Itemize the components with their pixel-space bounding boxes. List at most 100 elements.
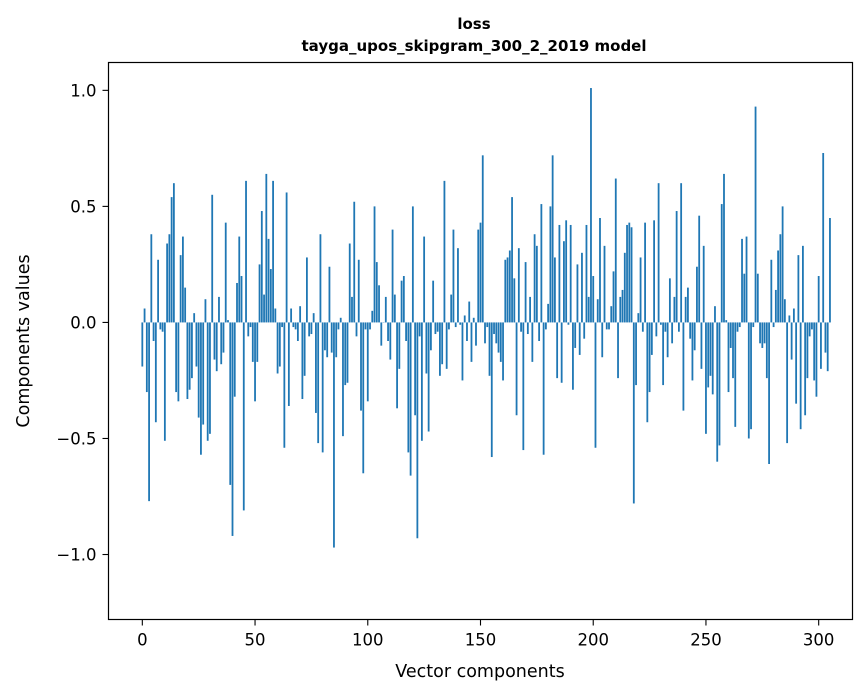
bar bbox=[774, 289, 777, 323]
bar bbox=[154, 322, 157, 423]
bar bbox=[515, 322, 518, 416]
bar bbox=[535, 245, 538, 323]
bar bbox=[188, 322, 191, 390]
bar bbox=[488, 322, 491, 376]
bar bbox=[387, 322, 389, 341]
bar bbox=[299, 306, 302, 323]
bar bbox=[790, 322, 793, 360]
bar bbox=[623, 252, 626, 323]
bar bbox=[179, 255, 182, 323]
y-tick-label: −1.0 bbox=[56, 546, 96, 565]
x-tick-label: 150 bbox=[465, 631, 497, 650]
bar bbox=[709, 322, 712, 376]
bar bbox=[272, 180, 274, 323]
bar bbox=[551, 155, 554, 323]
bar bbox=[619, 296, 622, 323]
bar bbox=[792, 308, 795, 323]
bar bbox=[585, 224, 588, 323]
bar bbox=[477, 229, 480, 323]
bar bbox=[736, 322, 739, 332]
bar bbox=[522, 322, 525, 451]
bar bbox=[678, 322, 680, 332]
bar bbox=[200, 322, 202, 455]
bar bbox=[698, 215, 701, 323]
bar bbox=[312, 313, 315, 323]
bar bbox=[195, 322, 198, 367]
x-tick-label: 0 bbox=[137, 631, 148, 650]
bar bbox=[626, 224, 628, 323]
bar bbox=[416, 322, 419, 539]
bar bbox=[632, 322, 635, 504]
bar bbox=[324, 322, 326, 351]
bar bbox=[520, 322, 522, 332]
bar bbox=[227, 320, 229, 323]
bar bbox=[813, 322, 816, 381]
bar bbox=[258, 264, 261, 323]
bar bbox=[610, 306, 613, 323]
bar bbox=[470, 322, 473, 362]
bar bbox=[396, 322, 398, 409]
bar bbox=[596, 299, 599, 323]
bar bbox=[281, 322, 283, 328]
bar bbox=[752, 322, 755, 328]
y-axis-ticks: −1.0 −0.5 0.0 0.5 1.0 bbox=[56, 81, 109, 565]
bar bbox=[705, 322, 707, 434]
bar bbox=[159, 322, 162, 330]
bar bbox=[411, 206, 414, 323]
bar bbox=[734, 322, 737, 427]
bar bbox=[594, 322, 597, 448]
bar bbox=[628, 222, 631, 323]
bar bbox=[175, 322, 178, 393]
bar bbox=[612, 271, 615, 323]
bar bbox=[680, 183, 683, 323]
bar bbox=[725, 320, 728, 323]
bar bbox=[673, 296, 676, 323]
bar bbox=[786, 322, 789, 444]
bar bbox=[378, 285, 380, 323]
bar bbox=[650, 322, 653, 355]
x-tick-label: 200 bbox=[577, 631, 609, 650]
bar bbox=[391, 229, 394, 323]
bar bbox=[434, 322, 437, 335]
bar bbox=[330, 322, 333, 353]
bar bbox=[245, 180, 247, 323]
bar bbox=[461, 322, 464, 381]
bar bbox=[829, 218, 831, 323]
bar bbox=[583, 322, 586, 339]
bar bbox=[617, 322, 619, 379]
bar bbox=[822, 153, 825, 323]
bar bbox=[700, 322, 703, 369]
bar bbox=[644, 222, 646, 323]
bar bbox=[405, 322, 407, 341]
bar bbox=[716, 322, 719, 462]
bar bbox=[423, 236, 426, 323]
bar bbox=[804, 322, 807, 416]
bar bbox=[260, 211, 263, 323]
bar bbox=[348, 243, 351, 323]
bar bbox=[236, 282, 238, 323]
bar bbox=[220, 322, 223, 365]
bar bbox=[765, 322, 768, 379]
bar bbox=[475, 322, 477, 346]
bar bbox=[466, 322, 468, 341]
bar bbox=[641, 322, 644, 332]
bar bbox=[506, 257, 509, 323]
bar bbox=[177, 322, 180, 402]
bar bbox=[143, 308, 146, 323]
bar bbox=[211, 194, 214, 323]
bar bbox=[691, 322, 694, 381]
bar bbox=[319, 234, 322, 323]
bar bbox=[563, 241, 565, 323]
bar bbox=[342, 322, 344, 437]
bar bbox=[572, 322, 574, 390]
bar bbox=[310, 322, 313, 335]
bar bbox=[635, 322, 637, 386]
bar bbox=[581, 252, 583, 323]
bar bbox=[371, 310, 374, 323]
bar bbox=[587, 296, 590, 323]
bar bbox=[653, 220, 655, 323]
bar bbox=[754, 106, 757, 323]
bar bbox=[231, 322, 234, 536]
chart-title-line1: loss bbox=[457, 15, 490, 33]
y-tick-label: 1.0 bbox=[70, 81, 96, 100]
